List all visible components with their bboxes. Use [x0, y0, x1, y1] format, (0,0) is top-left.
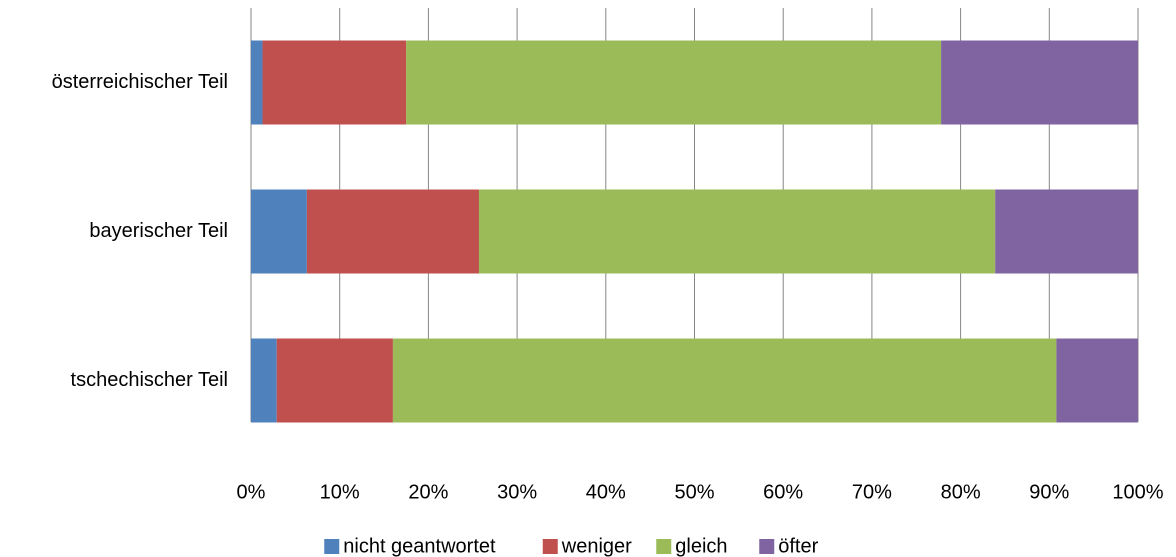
bar-segment: [251, 40, 263, 125]
bar-segment: [276, 338, 393, 423]
y-tick-label: bayerischer Teil: [89, 220, 228, 242]
legend-swatch: [542, 539, 558, 554]
y-tick-label: tschechischer Teil: [71, 369, 228, 391]
x-tick-label: 70%: [852, 481, 892, 503]
legend-swatch: [759, 539, 775, 554]
x-tick-label: 100%: [1112, 481, 1163, 503]
x-tick-label: 50%: [674, 481, 714, 503]
bar-segment: [1056, 338, 1138, 423]
legend-swatch: [656, 539, 672, 554]
x-tick-label: 10%: [320, 481, 360, 503]
bar-segment: [251, 189, 307, 274]
bar-segment: [995, 189, 1138, 274]
legend-label: weniger: [561, 535, 632, 557]
bar-segment: [262, 40, 407, 125]
bar-segment: [306, 189, 479, 274]
bar-segment: [406, 40, 942, 125]
legend-swatch: [324, 539, 340, 554]
legend-label: gleich: [675, 535, 727, 557]
bar-segment: [941, 40, 1138, 125]
legend-label: öfter: [778, 535, 818, 557]
x-tick-label: 0%: [237, 481, 266, 503]
legend-label: nicht geantwortet: [343, 535, 496, 557]
x-tick-label: 20%: [408, 481, 448, 503]
bar-segment: [478, 189, 996, 274]
bar-segment: [251, 338, 277, 423]
x-tick-label: 90%: [1029, 481, 1069, 503]
bar-segment: [392, 338, 1057, 423]
x-tick-label: 40%: [586, 481, 626, 503]
x-tick-label: 80%: [941, 481, 981, 503]
y-tick-label: österreichischer Teil: [52, 71, 228, 93]
x-tick-label: 30%: [497, 481, 537, 503]
x-tick-label: 60%: [763, 481, 803, 503]
